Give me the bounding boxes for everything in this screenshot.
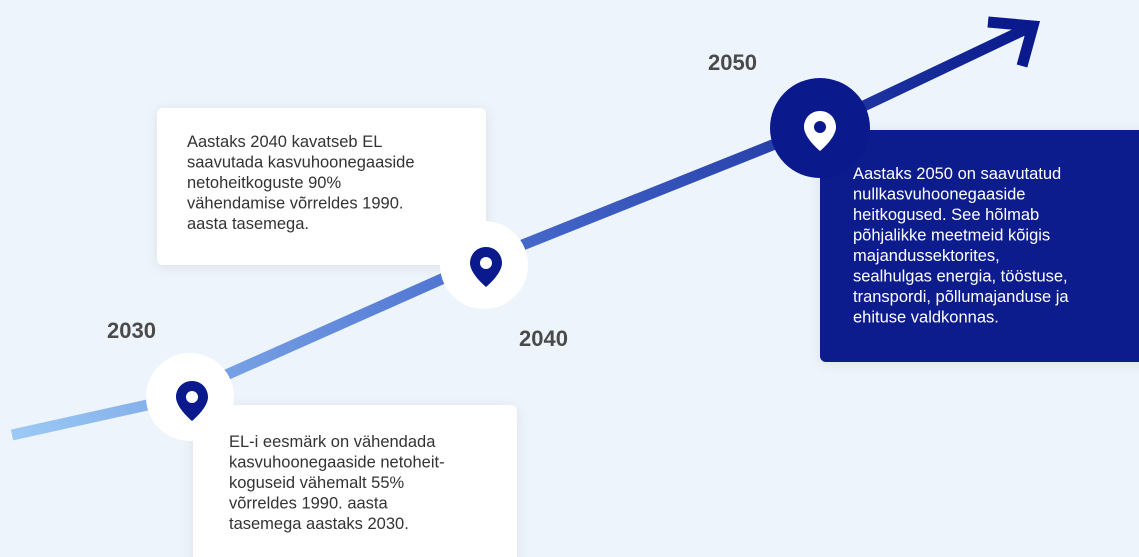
card-text-line: nullkasvuhoonegaaside	[853, 186, 1025, 204]
marker-2050	[770, 78, 870, 178]
marker-2040	[440, 221, 528, 309]
year-label: 2050	[708, 50, 757, 75]
year-label: 2030	[107, 318, 156, 343]
card-text-line: põhjalikke meetmeid kõigis	[853, 227, 1050, 245]
marker-2030	[146, 353, 234, 441]
card-2030	[193, 405, 517, 557]
card-2050	[820, 130, 1139, 362]
card-text-line: vähendamise võrreldes 1990.	[187, 195, 403, 213]
year-label: 2040	[519, 326, 568, 351]
card-text-line: sealhulgas energia, tööstuse,	[853, 268, 1068, 286]
card-text-line: ehituse valdkonnas.	[853, 309, 999, 327]
card-text-line: majandussektorites,	[853, 247, 1000, 265]
arrow-head	[987, 16, 1041, 68]
card-text-line: koguseid vähemalt 55%	[229, 474, 405, 492]
card-2040	[157, 108, 486, 265]
card-text-line: heitkogused. See hõlmab	[853, 206, 1039, 224]
card-text-line: EL-i eesmärk on vähendada	[229, 433, 436, 451]
card-text-line: tasemega aastaks 2030.	[229, 515, 409, 533]
card-text-line: saavutada kasvuhoonegaaside	[187, 154, 415, 172]
card-text-line: Aastaks 2040 kavatseb EL	[187, 133, 382, 151]
card-text-line: kasvuhoonegaaside netoheit-	[229, 454, 445, 472]
card-text-line: võrreldes 1990. aasta	[229, 495, 389, 513]
card-text-line: netoheitkoguste 90%	[187, 174, 341, 192]
card-text-line: Aastaks 2050 on saavutatud	[853, 165, 1061, 183]
card-text-line: aasta tasemega.	[187, 215, 309, 233]
card-text-line: transpordi, põllumajanduse ja	[853, 288, 1069, 306]
